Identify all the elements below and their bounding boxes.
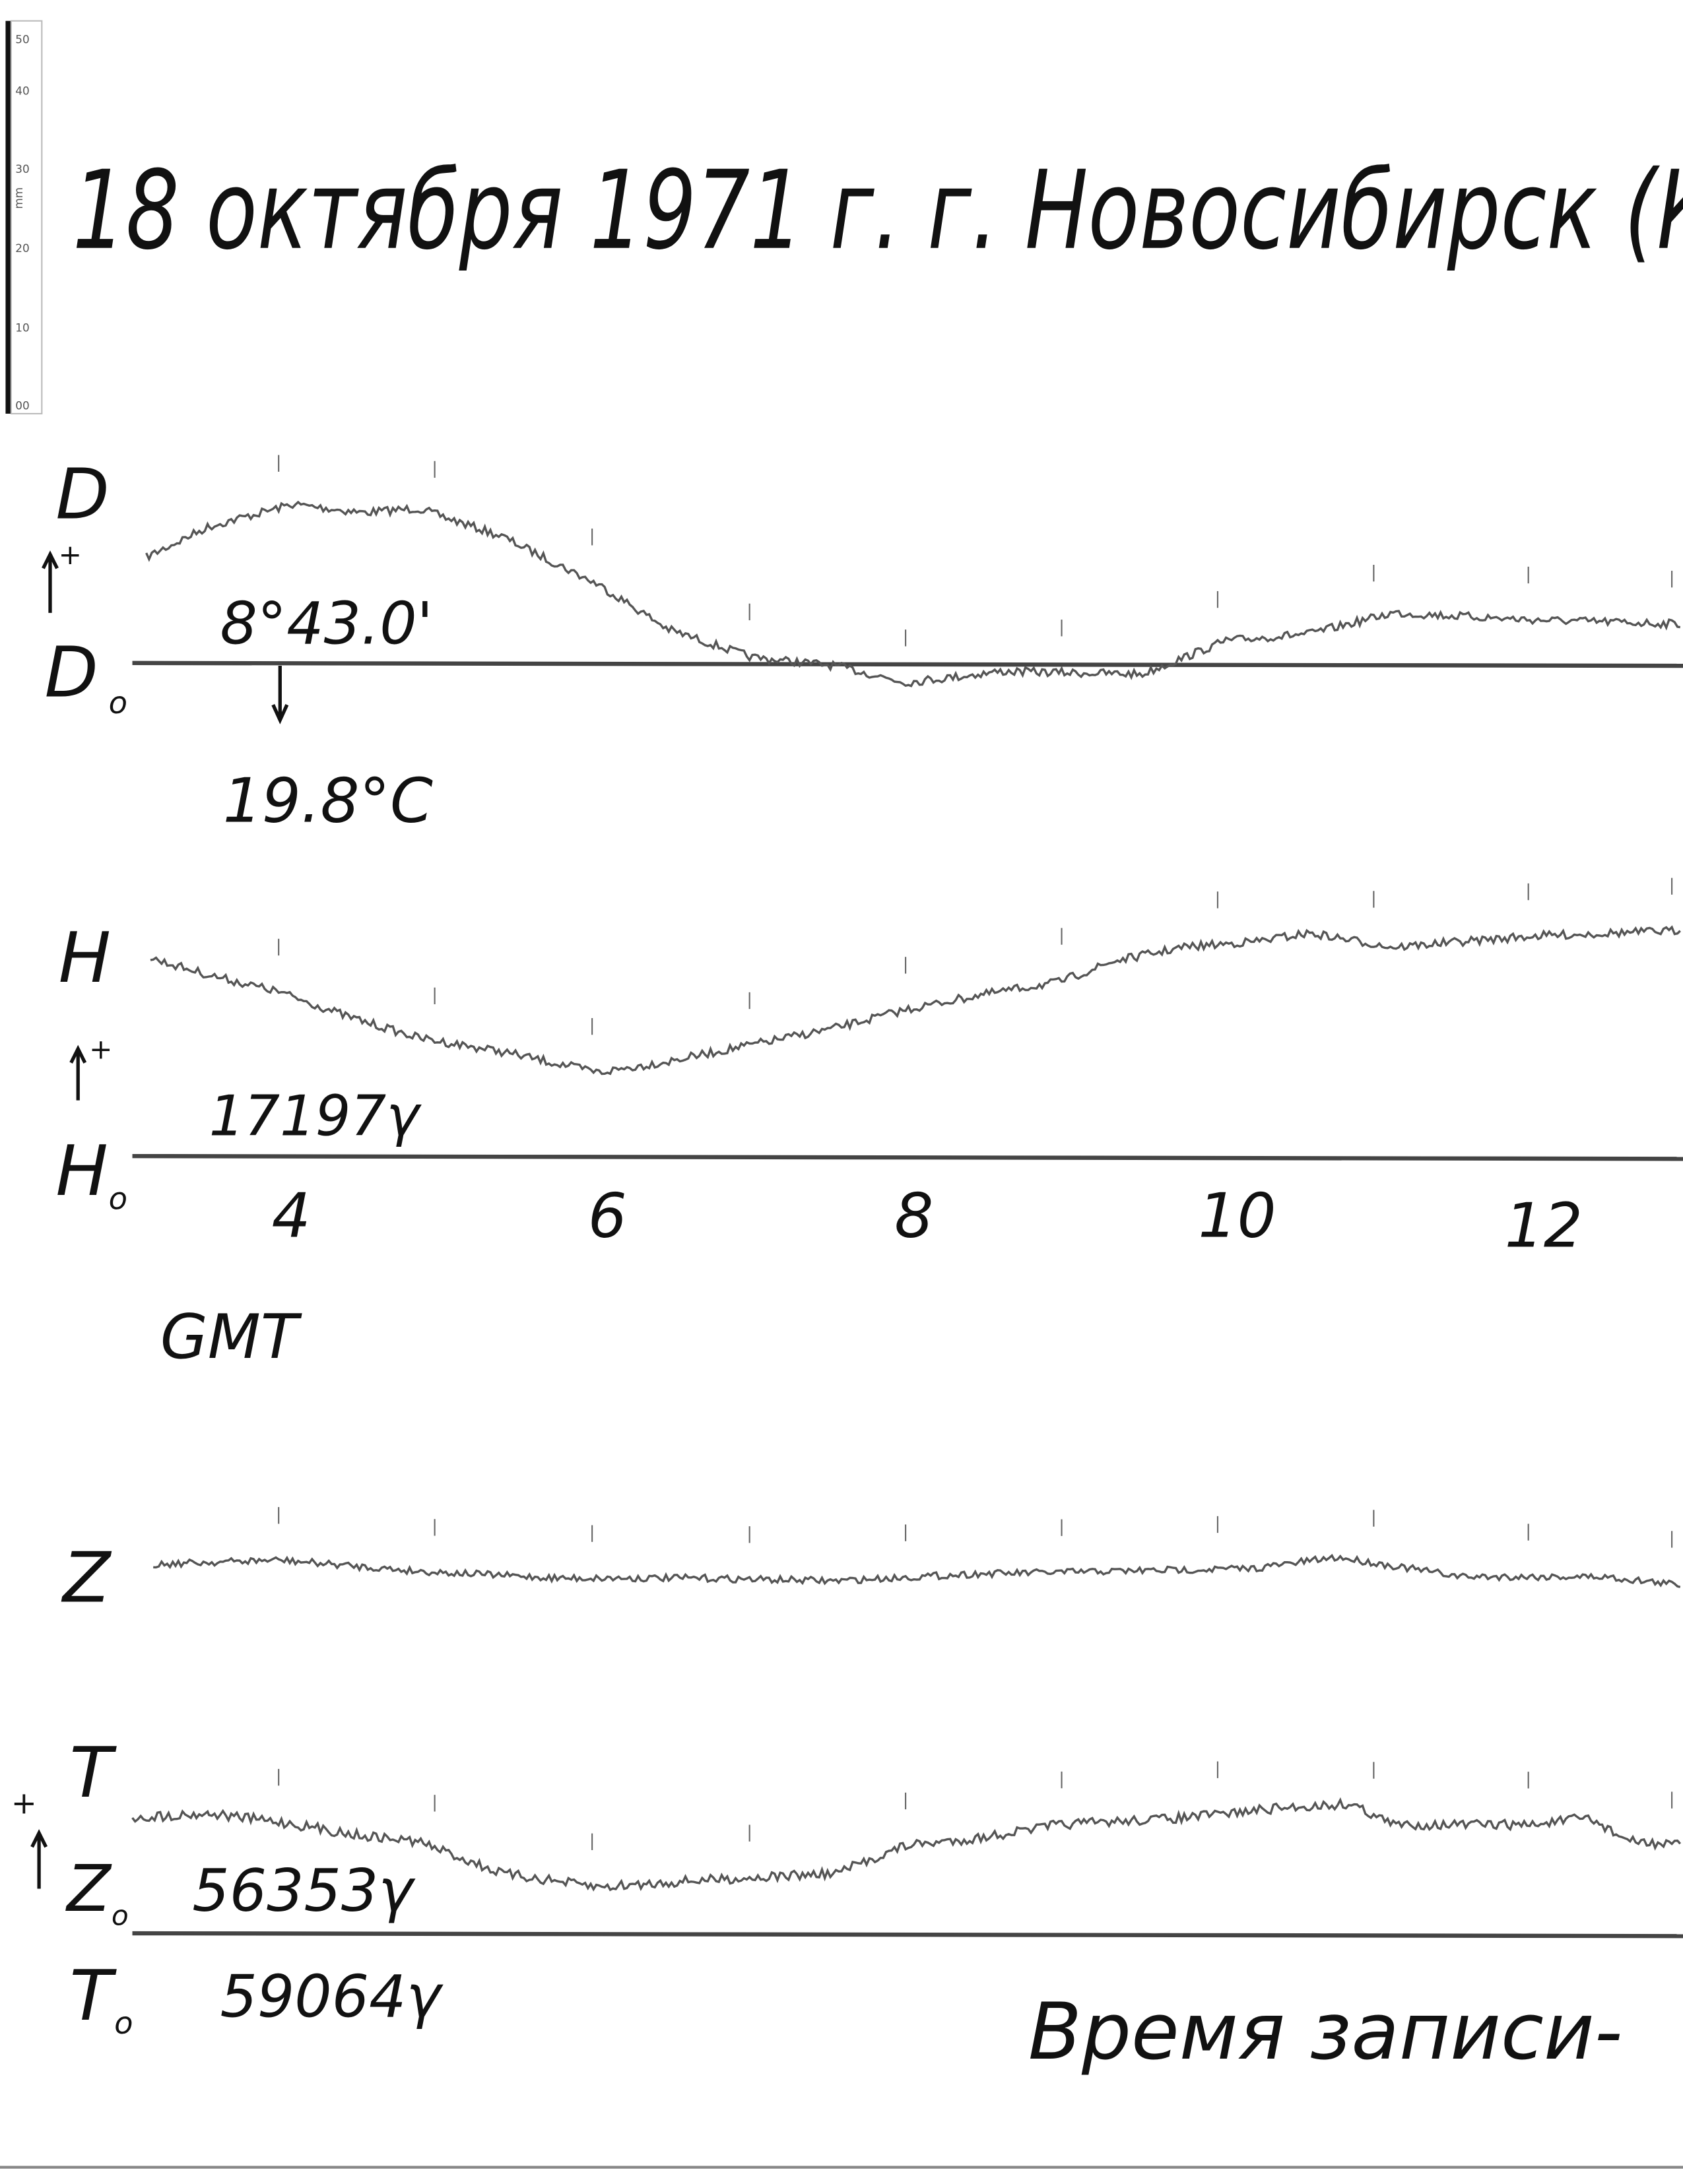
- base-value: 8°43.0': [220, 589, 433, 657]
- baseline-label: D: [45, 631, 98, 713]
- base-value: 17197γ: [209, 1083, 422, 1148]
- trace-t: [131, 1797, 1682, 1892]
- footer-note: Время записи-: [1028, 1986, 1623, 2077]
- trace-label: T: [70, 1732, 117, 1813]
- ruler-label: 00: [15, 399, 29, 412]
- sign: +: [59, 538, 82, 571]
- baseline-sub: o: [109, 685, 127, 721]
- ruler-bar: [5, 20, 11, 414]
- trace-d: [145, 500, 1681, 688]
- time-tick: 6: [588, 1180, 627, 1252]
- time-tick: 12: [1505, 1190, 1583, 1261]
- title: 18 октября 1971 г. г. Новосибирск (К: [73, 147, 1683, 274]
- arrow-head: [271, 704, 289, 724]
- ruler-scale: [10, 20, 43, 415]
- arrow-head: [69, 1044, 87, 1064]
- ruler-label: 30: [15, 162, 29, 176]
- trace-label: Z: [61, 1537, 112, 1619]
- trace-label: D: [55, 453, 109, 534]
- ruler-label: 40: [15, 84, 29, 98]
- ruler-label: 50: [15, 32, 29, 46]
- ruler-label: 20: [15, 241, 29, 255]
- trace-z: [153, 1553, 1681, 1588]
- trace-label: H: [59, 917, 111, 998]
- temperature: 19.8°C: [223, 765, 433, 836]
- time-tick: 8: [894, 1180, 933, 1252]
- ruler-unit: mm: [12, 187, 25, 209]
- sign: +: [89, 1033, 112, 1065]
- baseline: [132, 1153, 1683, 1161]
- baseline-sub: o: [114, 2005, 133, 2041]
- baseline-sub: o: [109, 1180, 127, 1216]
- time-tick: 10: [1198, 1180, 1276, 1252]
- baseline: [132, 660, 1683, 668]
- baseline-label: T: [70, 1955, 117, 2036]
- baseline: [132, 1931, 1683, 1939]
- base-value: 56353γ: [192, 1857, 416, 1925]
- arrow-head: [42, 550, 59, 569]
- trace-h: [150, 925, 1681, 1076]
- time-tick: 4: [272, 1180, 311, 1252]
- baseline-label: Z: [65, 1851, 112, 1926]
- arrow-head: [30, 1829, 48, 1848]
- sign: +: [11, 1785, 37, 1820]
- baseline-sub: o: [112, 1899, 129, 1931]
- base-value: 59064γ: [220, 1963, 444, 2031]
- ruler-label: 10: [15, 321, 29, 334]
- baseline-label: H: [55, 1130, 108, 1211]
- time-axis-label: GMT: [160, 1301, 302, 1372]
